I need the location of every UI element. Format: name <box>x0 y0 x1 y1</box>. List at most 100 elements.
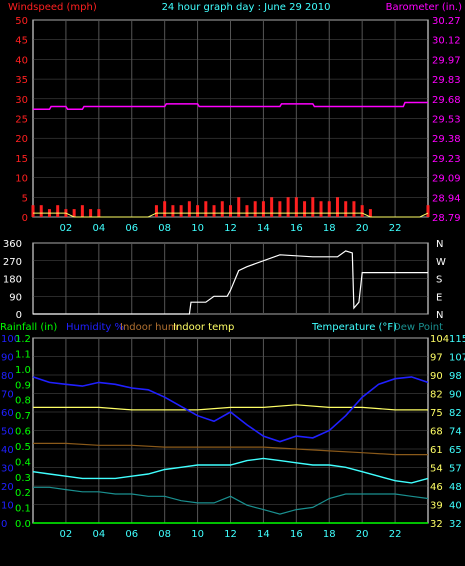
indoor-temp-legend: Indoor temp <box>173 322 234 333</box>
compass-label: N <box>436 239 443 250</box>
direction-line <box>33 250 428 315</box>
barometer-tick-label: 29.68 <box>432 95 461 106</box>
temperature-tick-label: 82 <box>449 408 462 419</box>
temperature-tick-label: 74 <box>449 427 462 438</box>
windspeed-tick-label: 20 <box>15 134 28 145</box>
indoor-temp-tick-label: 32 <box>430 519 443 530</box>
rainfall-tick-label: 0.9 <box>15 380 31 391</box>
indoor-hum-legend: Indoor hum <box>120 322 178 333</box>
windspeed-axis-title: Windspeed (mph) <box>8 2 97 13</box>
indoor-temp-tick-label: 90 <box>430 371 443 382</box>
barometer-tick-label: 28.94 <box>432 193 461 204</box>
rainfall-tick-label: 0.0 <box>15 519 31 530</box>
direction-tick-label: 360 <box>3 239 22 250</box>
temperature-tick-label: 57 <box>449 464 462 475</box>
barometer-tick-label: 29.23 <box>432 154 461 165</box>
indoor-hum-line <box>33 442 428 456</box>
x-tick-label: 18 <box>323 223 336 234</box>
x-tick-label: 10 <box>191 223 204 234</box>
rainfall-tick-label: 0.7 <box>15 411 31 422</box>
rainfall-tick-label: 1.2 <box>15 334 31 345</box>
temperature-tick-label: 65 <box>449 445 462 456</box>
rainfall-tick-label: 1.1 <box>15 349 31 360</box>
compass-label: N <box>436 310 443 321</box>
rainfall-tick-label: 0.6 <box>15 427 31 438</box>
rainfall-tick-label: 0.2 <box>15 488 31 499</box>
x-tick-label: 06 <box>125 223 138 234</box>
humidity-tick-label: 30 <box>1 464 14 475</box>
temperature-tick-label: 98 <box>449 371 462 382</box>
x-tick-label: 20 <box>356 529 369 540</box>
x-tick-label: 14 <box>257 529 270 540</box>
humidity-tick-label: 0 <box>1 519 7 530</box>
windspeed-tick-label: 5 <box>22 193 28 204</box>
barometer-line <box>33 101 428 110</box>
x-tick-label: 08 <box>158 529 171 540</box>
barometer-tick-label: 29.83 <box>432 75 461 86</box>
windspeed-tick-label: 35 <box>15 75 28 86</box>
rainfall-tick-label: 0.3 <box>15 473 31 484</box>
indoor-temp-tick-label: 68 <box>430 427 443 438</box>
x-tick-label: 16 <box>290 223 303 234</box>
compass-label: W <box>436 257 446 268</box>
x-tick-label: 04 <box>92 223 105 234</box>
rainfall-tick-label: 0.1 <box>15 504 31 515</box>
x-tick-label: 02 <box>60 529 73 540</box>
direction-tick-label: 270 <box>3 257 22 268</box>
x-tick-label: 08 <box>158 223 171 234</box>
x-tick-label: 22 <box>389 223 402 234</box>
windspeed-line <box>33 212 429 218</box>
x-tick-label: 10 <box>191 529 204 540</box>
temperature-legend: Temperature (°F) <box>311 322 397 333</box>
temperature-line <box>32 457 429 484</box>
temperature-tick-label: 40 <box>449 501 462 512</box>
rainfall-tick-label: 0.5 <box>15 442 31 453</box>
wind-barometer-panel: 0 5 10 15 20 25 30 35 40 45 50 28.79 28.94 29.09 29.23… <box>15 16 460 224</box>
x-tick-label: 04 <box>92 529 105 540</box>
barometer-tick-label: 30.12 <box>432 36 461 47</box>
humidity-tick-label: 10 <box>1 501 14 512</box>
temperature-tick-label: 90 <box>449 390 462 401</box>
barometer-tick-label: 29.53 <box>432 115 461 126</box>
compass-label: S <box>436 275 442 286</box>
indoor-temp-tick-label: 97 <box>430 353 443 364</box>
x-tick-label: 12 <box>224 223 237 234</box>
rainfall-tick-label: 1.0 <box>15 365 31 376</box>
temperature-humidity-panel: 0 10 20 30 40 50 60 70 80 90 100 0.0 0.1 0.2 0.3 0.4 0.5… <box>1 334 465 530</box>
humidity-tick-label: 100 <box>1 334 20 345</box>
humidity-legend: Humidity % <box>66 322 124 333</box>
windspeed-tick-label: 45 <box>15 36 28 47</box>
dewpoint-line <box>33 486 429 515</box>
windspeed-tick-label: 50 <box>15 16 28 27</box>
barometer-tick-label: 30.27 <box>432 16 461 27</box>
x-tick-label: 14 <box>257 223 270 234</box>
x-tick-label: 16 <box>290 529 303 540</box>
chart-title: 24 hour graph day : June 29 2010 <box>162 2 331 13</box>
indoor-temp-tick-label: 39 <box>430 501 443 512</box>
humidity-tick-label: 50 <box>1 427 14 438</box>
humidity-tick-label: 60 <box>1 408 14 419</box>
x-tick-label: 02 <box>60 223 73 234</box>
indoor-temp-tick-label: 82 <box>430 390 443 401</box>
temperature-tick-label: 48 <box>449 482 462 493</box>
x-axis-top: 02 04 06 08 10 12 14 16 18 20 22 <box>60 223 402 234</box>
indoor-temp-tick-label: 61 <box>430 445 443 456</box>
temperature-tick-label: 115 <box>449 334 465 345</box>
compass-label: E <box>436 292 442 303</box>
direction-tick-label: 180 <box>3 275 22 286</box>
barometer-tick-label: 29.38 <box>432 134 461 145</box>
barometer-tick-label: 28.79 <box>432 213 461 224</box>
windspeed-tick-label: 10 <box>15 174 28 185</box>
indoor-temp-tick-label: 54 <box>430 464 443 475</box>
barometer-axis-title: Barometer (in.) <box>386 2 462 13</box>
rainfall-tick-label: 0.8 <box>15 396 31 407</box>
direction-tick-label: 90 <box>9 292 22 303</box>
direction-tick-label: 0 <box>16 310 22 321</box>
indoor-temp-tick-label: 46 <box>430 482 443 493</box>
humidity-tick-label: 40 <box>1 445 14 456</box>
indoor-temp-tick-label: 104 <box>430 334 449 345</box>
x-tick-label: 20 <box>356 223 369 234</box>
windspeed-tick-label: 25 <box>15 115 28 126</box>
humidity-line <box>32 376 429 443</box>
